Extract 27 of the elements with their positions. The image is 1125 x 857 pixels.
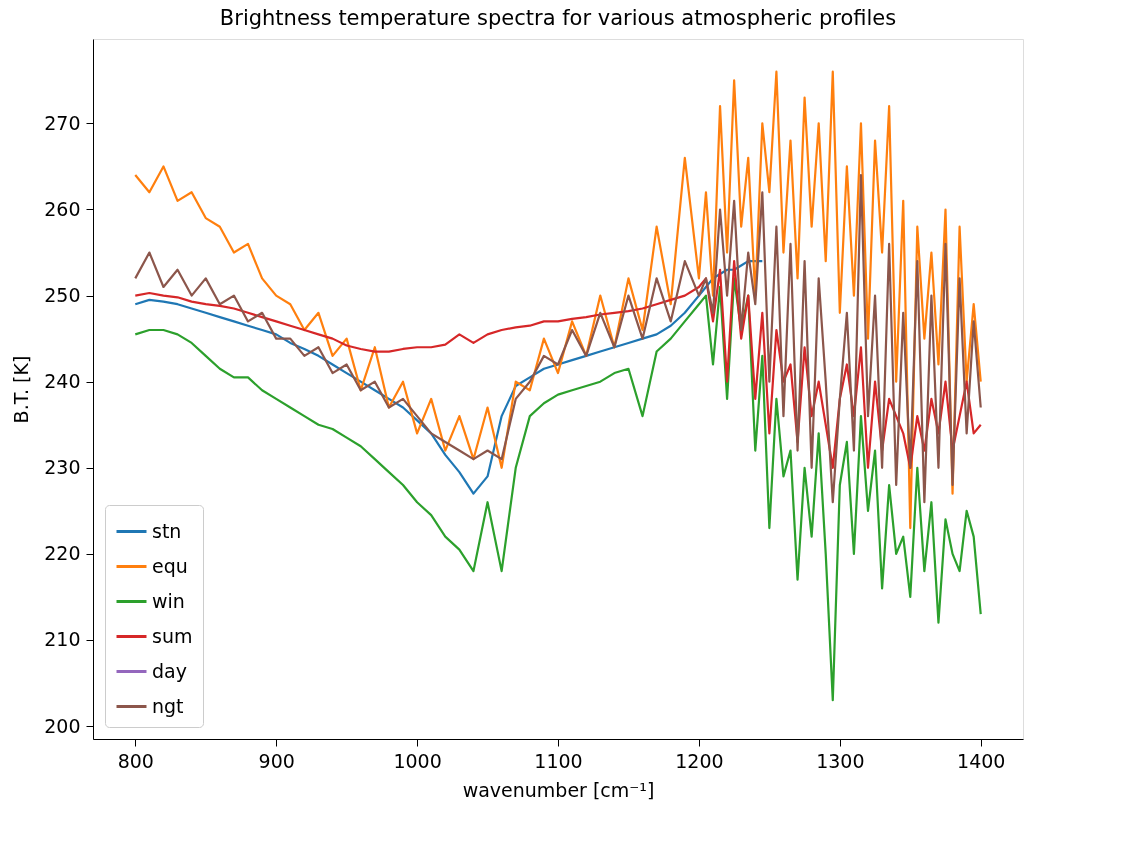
y-axis-title: B.T. [K] xyxy=(10,355,33,424)
legend-label: sum xyxy=(152,624,193,647)
chart-title: Brightness temperature spectra for various atmospheric profiles xyxy=(219,6,897,30)
legend-label: equ xyxy=(152,554,188,577)
y-tick-label: 210 xyxy=(44,628,81,651)
x-tick-label: 1000 xyxy=(393,749,442,772)
line-series xyxy=(134,260,982,469)
line-series xyxy=(134,260,764,495)
y-tick-label: 240 xyxy=(44,370,81,393)
x-tick-label: 900 xyxy=(258,749,295,772)
line-series xyxy=(134,173,982,504)
y-tick-label: 270 xyxy=(44,111,81,134)
legend-label: day xyxy=(152,659,187,682)
y-tick-label: 200 xyxy=(44,714,81,737)
y-tick-label: 250 xyxy=(44,284,81,307)
legend-label: ngt xyxy=(152,694,184,717)
x-tick-label: 1100 xyxy=(534,749,583,772)
legend-label: stn xyxy=(152,519,182,542)
x-tick-label: 1200 xyxy=(675,749,724,772)
x-tick-label: 1400 xyxy=(957,749,1006,772)
x-axis-title: wavenumber [cm⁻¹] xyxy=(462,778,655,801)
x-tick-label: 1300 xyxy=(816,749,865,772)
x-tick-label: 800 xyxy=(117,749,154,772)
legend-label: win xyxy=(152,589,185,612)
y-tick-label: 230 xyxy=(44,456,81,479)
y-tick-label: 260 xyxy=(44,197,81,220)
y-tick-label: 220 xyxy=(44,542,81,565)
